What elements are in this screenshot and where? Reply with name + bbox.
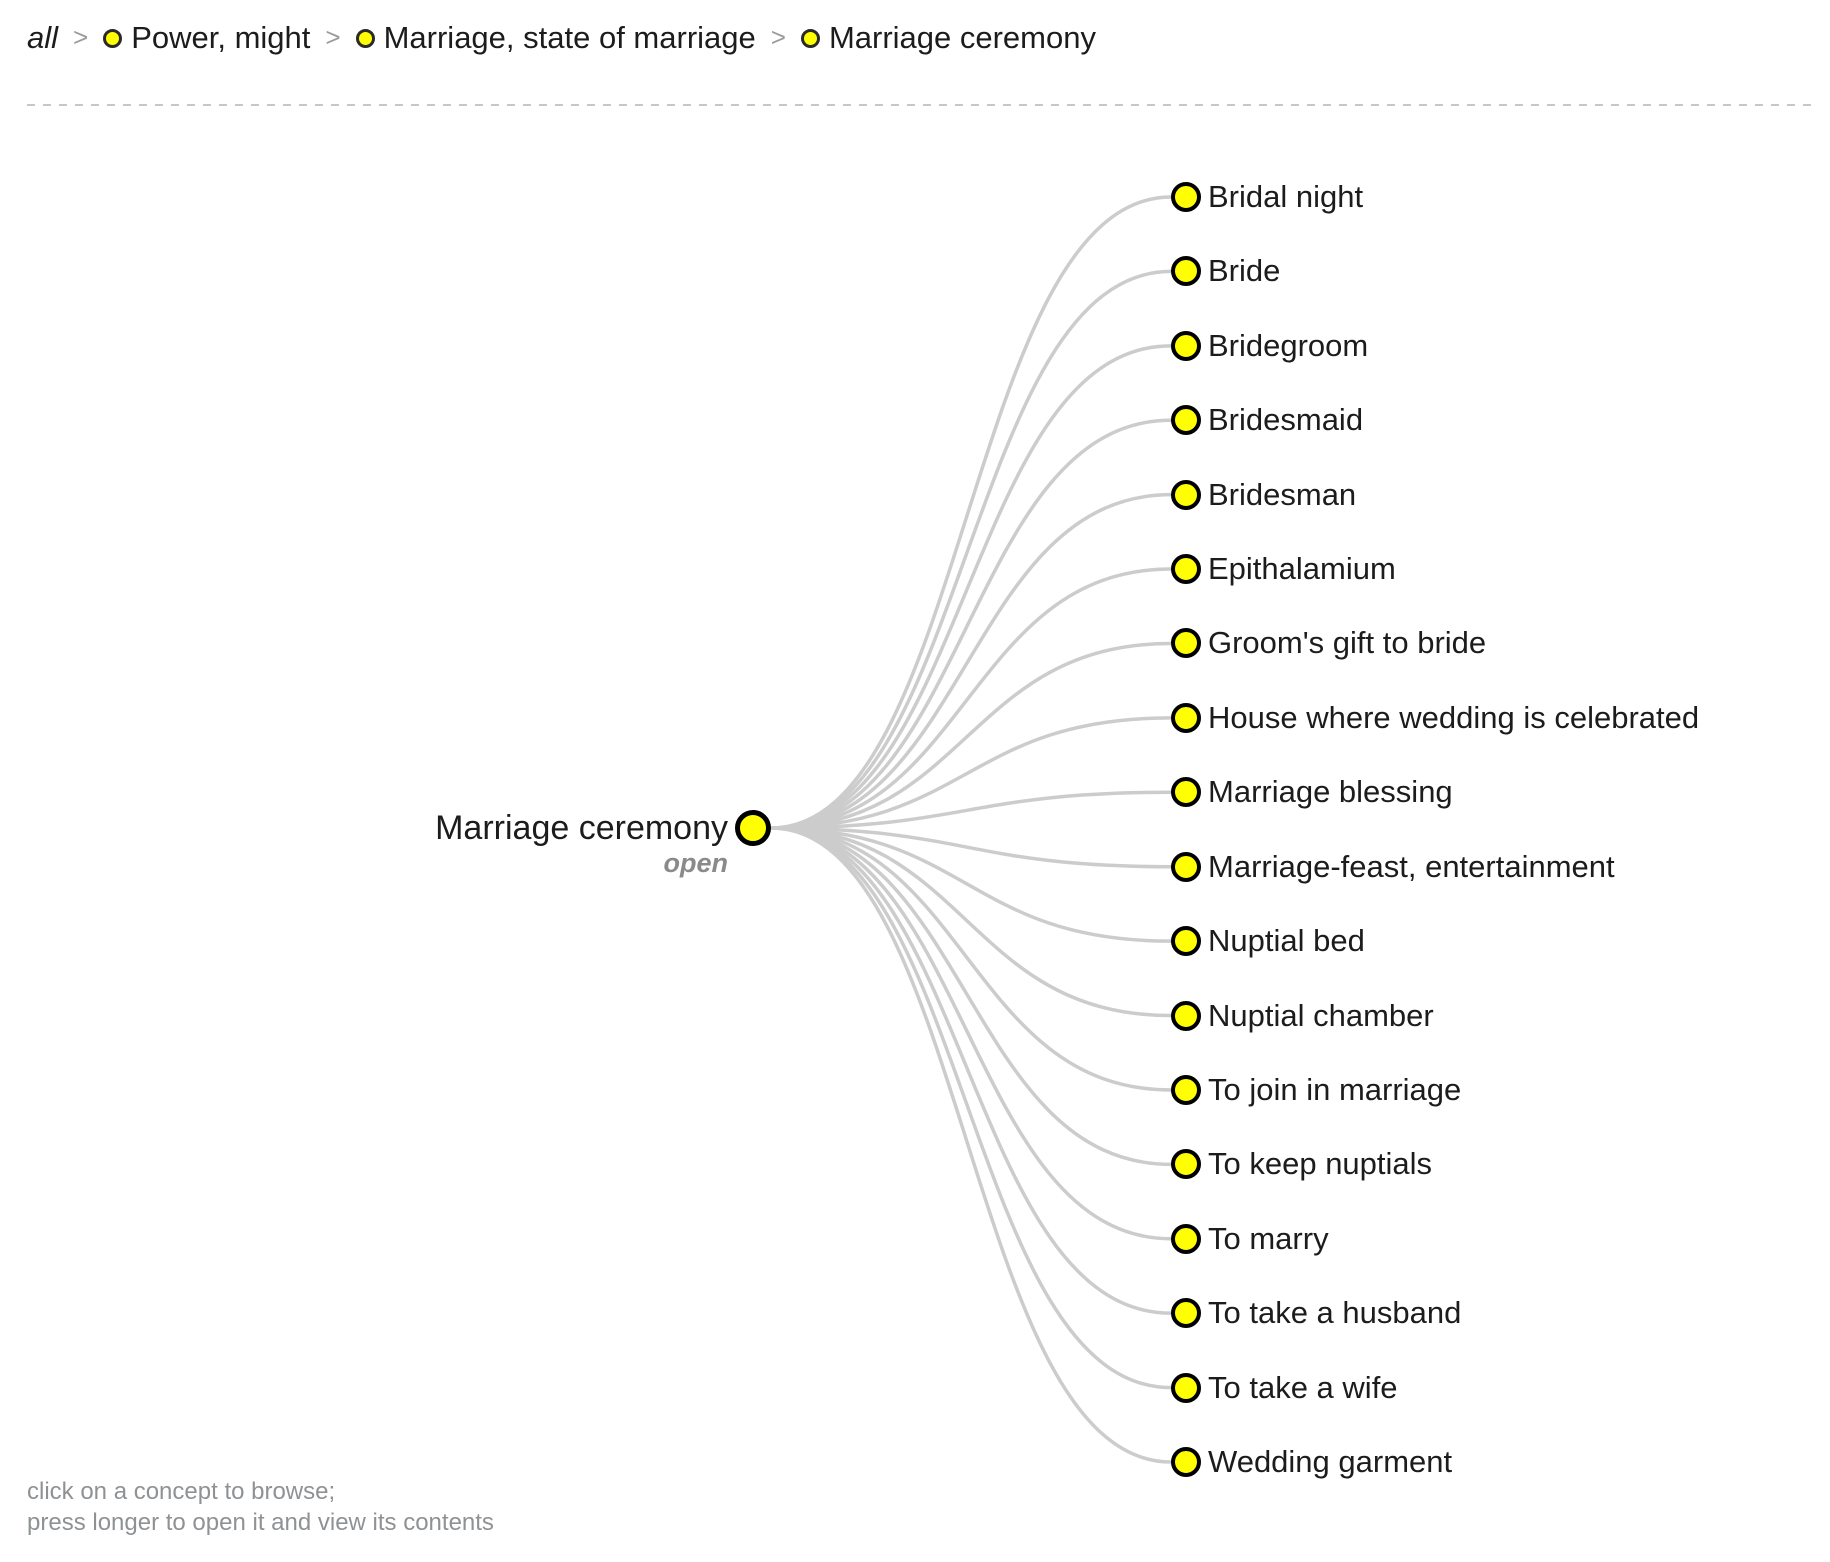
breadcrumb-separator: > <box>73 22 89 52</box>
node-label[interactable]: Marriage-feast, entertainment <box>1208 848 1615 884</box>
node-circle-icon[interactable] <box>1171 1372 1201 1403</box>
tree-node[interactable]: Bridesman <box>1171 476 1357 512</box>
center-node-state: open <box>663 848 729 878</box>
node-label[interactable]: Nuptial chamber <box>1208 997 1434 1033</box>
tree-node[interactable]: Nuptial chamber <box>1171 997 1434 1033</box>
link-curve <box>770 716 1172 830</box>
node-label[interactable]: Bridal night <box>1208 179 1364 214</box>
tree-node[interactable]: Bride <box>1171 253 1281 289</box>
node-label[interactable]: Bride <box>1208 253 1281 289</box>
tree-node[interactable]: To keep nuptials <box>1171 1146 1433 1182</box>
tree-node[interactable]: Bridesmaid <box>1171 402 1364 438</box>
node-circle-icon[interactable] <box>1171 628 1201 659</box>
link-curve <box>770 641 1172 830</box>
breadcrumb-item-label: Marriage ceremony <box>828 20 1096 55</box>
breadcrumb-item[interactable]: Power, might <box>103 16 310 60</box>
node-label[interactable]: House where wedding is celebrated <box>1208 699 1700 735</box>
node-circle-icon[interactable] <box>1171 702 1201 733</box>
node-label[interactable]: Bridegroom <box>1208 327 1369 363</box>
breadcrumb-item-label: Power, might <box>131 20 311 55</box>
node-circle-icon[interactable] <box>1171 1223 1201 1254</box>
breadcrumb: all > Power, might > Marriage, state of mar… <box>27 16 1810 60</box>
breadcrumb-separator: > <box>325 22 341 52</box>
hint-line-1: click on a concept to browse; <box>27 1478 336 1505</box>
tree-node[interactable]: Nuptial bed <box>1171 923 1365 959</box>
tree-node[interactable]: Groom's gift to bride <box>1171 625 1487 661</box>
node-label[interactable]: Wedding garment <box>1208 1444 1453 1479</box>
link-curve <box>770 418 1172 830</box>
tree-node[interactable]: To take a husband <box>1171 1295 1462 1331</box>
tree-node[interactable]: Wedding garment <box>1171 1444 1453 1479</box>
breadcrumb-item[interactable]: Marriage ceremony <box>800 16 1096 60</box>
node-circle-icon[interactable] <box>1171 405 1201 436</box>
node-label[interactable]: Nuptial bed <box>1208 923 1365 959</box>
concept-circle-icon <box>800 28 820 48</box>
center-node-label[interactable]: Marriage ceremony <box>435 809 728 847</box>
concept-circle-icon <box>103 28 123 48</box>
node-label[interactable]: To marry <box>1208 1220 1329 1256</box>
node-circle-icon[interactable] <box>1171 777 1201 808</box>
node-label[interactable]: To take a wife <box>1208 1369 1398 1405</box>
node-label[interactable]: Epithalamium <box>1208 551 1396 587</box>
node-circle-icon[interactable] <box>1171 1447 1201 1477</box>
link-curve <box>770 790 1172 830</box>
node-circle-icon[interactable] <box>1171 1149 1201 1180</box>
node-label[interactable]: To join in marriage <box>1208 1071 1462 1107</box>
link-curve <box>770 269 1172 830</box>
tree-node[interactable]: To take a wife <box>1171 1369 1398 1405</box>
link-curve <box>770 826 1172 1241</box>
node-circle-icon[interactable] <box>1171 1074 1201 1105</box>
node-label[interactable]: To keep nuptials <box>1208 1146 1433 1182</box>
tree-node[interactable]: Bridal night <box>1171 179 1364 214</box>
breadcrumb-separator: > <box>770 22 786 52</box>
tree-node[interactable]: Epithalamium <box>1171 551 1396 587</box>
node-label[interactable]: Groom's gift to bride <box>1208 625 1487 661</box>
node-circle-icon[interactable] <box>1171 926 1201 957</box>
tree-node[interactable]: Marriage blessing <box>1171 774 1453 810</box>
node-label[interactable]: Marriage blessing <box>1208 774 1453 810</box>
node-circle-icon[interactable] <box>1171 182 1201 212</box>
node-circle-icon[interactable] <box>1171 330 1201 361</box>
link-curve <box>770 826 1172 1092</box>
node-label[interactable]: Bridesmaid <box>1208 402 1364 438</box>
link-curve <box>770 826 1172 869</box>
node-circle-icon[interactable] <box>1171 256 1201 287</box>
link-curve <box>770 826 1172 1018</box>
link-curve <box>770 826 1172 1390</box>
hint-line-2: press longer to open it and view its con… <box>27 1509 494 1536</box>
breadcrumb-item[interactable]: Marriage, state of marriage <box>355 16 756 60</box>
node-label[interactable]: Bridesman <box>1208 476 1357 512</box>
node-label[interactable]: To take a husband <box>1208 1295 1462 1331</box>
node-circle-icon[interactable] <box>1171 1000 1201 1031</box>
breadcrumb-item-label: Marriage, state of marriage <box>383 20 756 55</box>
tree-node[interactable]: To marry <box>1171 1220 1329 1256</box>
breadcrumb-root[interactable]: all <box>27 20 59 55</box>
tree-node[interactable]: To join in marriage <box>1171 1071 1462 1107</box>
link-curve <box>770 826 1172 1167</box>
tree-node[interactable]: Marriage-feast, entertainment <box>1171 848 1615 884</box>
hint-text: click on a concept to browse; press long… <box>27 1476 494 1538</box>
node-circle-icon[interactable] <box>1171 851 1201 882</box>
node-circle-icon[interactable] <box>1171 1298 1201 1329</box>
link-curve <box>770 826 1172 1315</box>
center-node-circle-icon[interactable] <box>735 810 771 846</box>
node-circle-icon[interactable] <box>1171 554 1201 585</box>
node-circle-icon[interactable] <box>1171 479 1201 510</box>
tree-node[interactable]: House where wedding is celebrated <box>1171 699 1700 735</box>
tree-node[interactable]: Bridegroom <box>1171 327 1369 363</box>
concept-circle-icon <box>355 28 375 48</box>
link-curve <box>770 195 1172 830</box>
link-curve <box>770 492 1172 830</box>
link-curve <box>770 567 1172 830</box>
link-curve <box>770 344 1172 830</box>
divider-line <box>27 104 1817 106</box>
link-curve <box>770 826 1172 1464</box>
link-curve <box>770 826 1172 943</box>
